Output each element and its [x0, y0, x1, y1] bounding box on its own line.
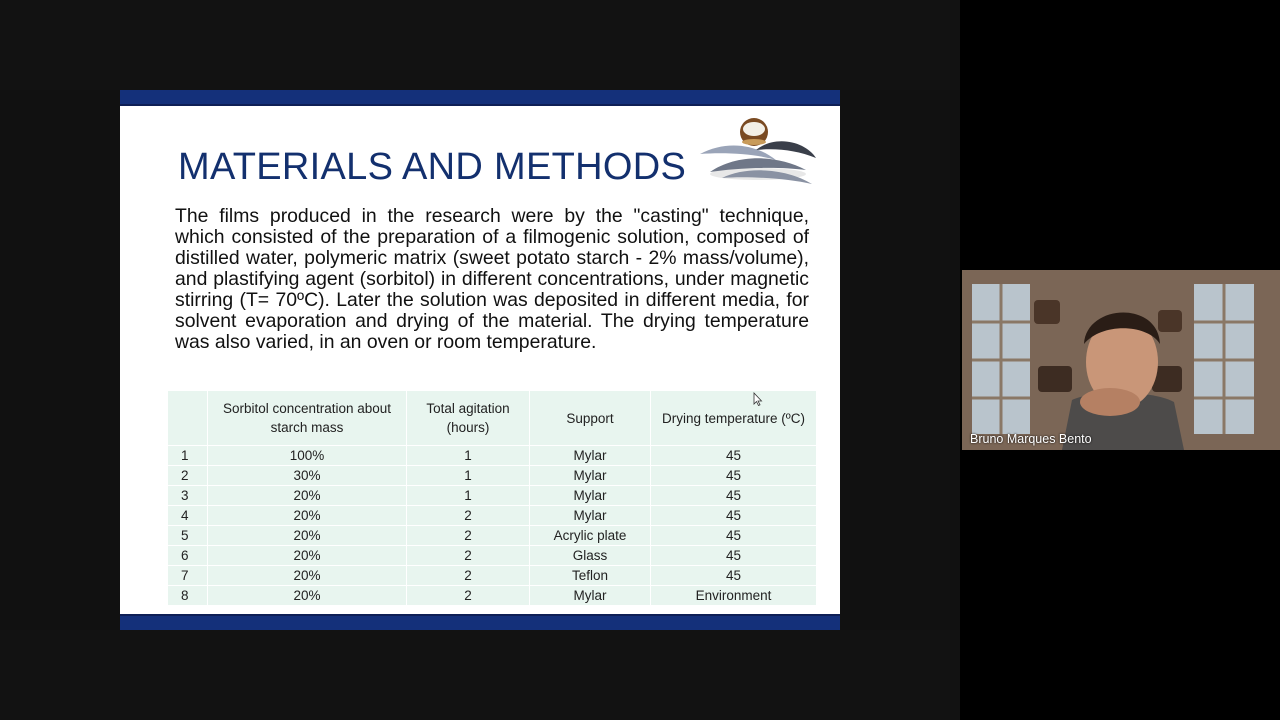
cell-support: Mylar [529, 485, 651, 506]
cell-agitation: 2 [406, 585, 530, 605]
cell-agitation: 2 [406, 545, 530, 566]
row-index: 1 [168, 445, 208, 466]
table-row: 8 20% 2 Mylar Environment [168, 585, 816, 605]
cell-support: Mylar [529, 465, 651, 486]
cell-sorbitol: 20% [207, 585, 407, 605]
row-index: 8 [168, 585, 208, 605]
table-row: 7 20% 2 Teflon 45 [168, 565, 816, 586]
cell-temperature: 45 [650, 485, 816, 506]
row-index: 2 [168, 465, 208, 486]
letterbox-top [0, 0, 960, 90]
table-row: 4 20% 2 Mylar 45 [168, 505, 816, 526]
cell-sorbitol: 20% [207, 545, 407, 566]
table-row: 1 100% 1 Mylar 45 [168, 445, 816, 466]
cell-temperature: 45 [650, 445, 816, 466]
cell-temperature: 45 [650, 525, 816, 546]
cell-sorbitol: 20% [207, 485, 407, 506]
cell-sorbitol: 20% [207, 565, 407, 586]
slide-body-text: The films produced in the research were … [175, 205, 809, 353]
cell-temperature: 45 [650, 465, 816, 486]
row-index: 7 [168, 565, 208, 586]
cell-support: Glass [529, 545, 651, 566]
row-index: 3 [168, 485, 208, 506]
header-index [168, 391, 208, 446]
cell-temperature: 45 [650, 565, 816, 586]
cell-agitation: 2 [406, 525, 530, 546]
slide-top-bar [120, 90, 840, 106]
cell-support: Acrylic plate [529, 525, 651, 546]
header-agitation: Total agitation (hours) [406, 391, 530, 446]
mouse-cursor-icon [753, 392, 763, 406]
cell-support: Mylar [529, 585, 651, 605]
participant-video-feed [962, 270, 1280, 450]
cell-sorbitol: 30% [207, 465, 407, 486]
letterbox-bottom [0, 630, 960, 720]
header-sorbitol: Sorbitol concentration about starch mass [207, 391, 407, 446]
cell-agitation: 1 [406, 485, 530, 506]
table-header-row: Sorbitol concentration about starch mass… [168, 391, 816, 446]
slide-bottom-bar [120, 614, 840, 630]
cell-support: Mylar [529, 505, 651, 526]
cell-sorbitol: 100% [207, 445, 407, 466]
screen-share-area: MATERIALS AND METHODS The films produced… [0, 0, 960, 720]
cell-support: Mylar [529, 445, 651, 466]
cell-temperature: Environment [650, 585, 816, 605]
cell-agitation: 1 [406, 465, 530, 486]
row-index: 6 [168, 545, 208, 566]
presentation-slide: MATERIALS AND METHODS The films produced… [120, 90, 840, 630]
header-support: Support [529, 391, 651, 446]
table-row: 5 20% 2 Acrylic plate 45 [168, 525, 816, 546]
row-index: 4 [168, 505, 208, 526]
table-row: 3 20% 1 Mylar 45 [168, 485, 816, 506]
participant-video-tile[interactable]: Bruno Marques Bento [962, 270, 1280, 450]
header-temperature: Drying temperature (ºC) [650, 391, 816, 446]
cell-temperature: 45 [650, 505, 816, 526]
participant-name-label: Bruno Marques Bento [970, 432, 1092, 446]
row-index: 5 [168, 525, 208, 546]
cell-temperature: 45 [650, 545, 816, 566]
starch-films-illustration [700, 118, 816, 184]
experiment-table: Sorbitol concentration about starch mass… [168, 391, 816, 605]
cell-agitation: 2 [406, 565, 530, 586]
table-row: 2 30% 1 Mylar 45 [168, 465, 816, 486]
cell-agitation: 2 [406, 505, 530, 526]
cell-support: Teflon [529, 565, 651, 586]
cell-sorbitol: 20% [207, 525, 407, 546]
table-row: 6 20% 2 Glass 45 [168, 545, 816, 566]
cell-sorbitol: 20% [207, 505, 407, 526]
slide-title: MATERIALS AND METHODS [178, 146, 687, 188]
cell-agitation: 1 [406, 445, 530, 466]
